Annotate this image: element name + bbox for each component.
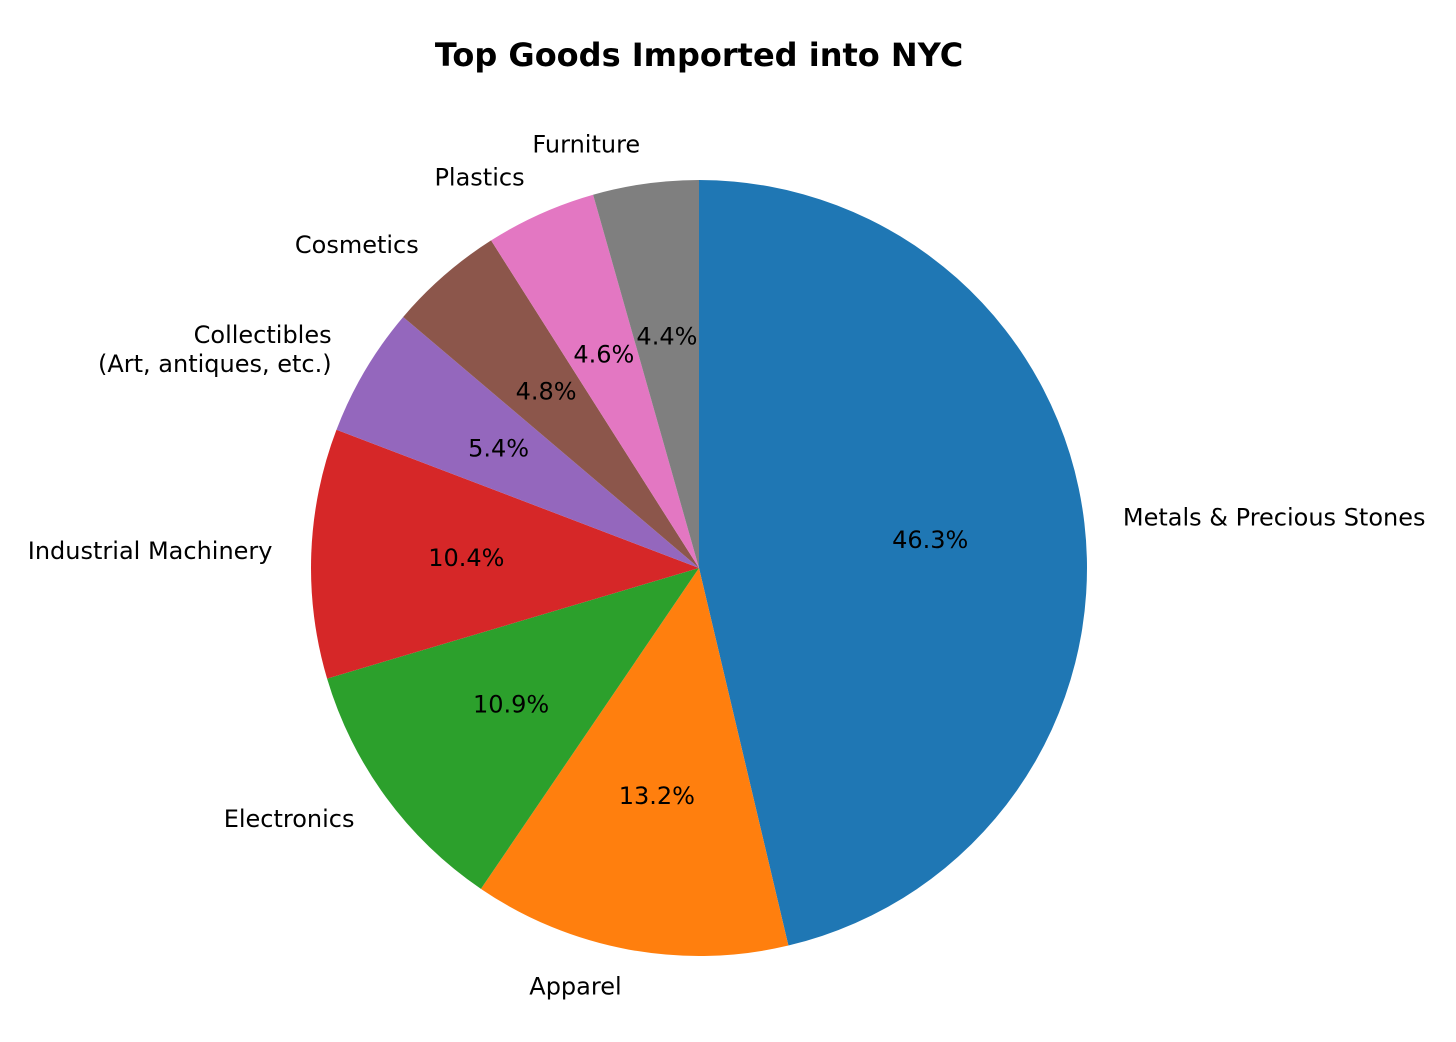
value-label: 10.9% (473, 690, 549, 718)
slice-label: Collectibles (Art, antiques, etc.) (98, 321, 332, 378)
value-label: 4.8% (516, 377, 577, 405)
value-label: 46.3% (892, 526, 968, 554)
slice-label: Electronics (224, 805, 355, 833)
chart-title: Top Goods Imported into NYC (435, 36, 963, 74)
slice-label: Cosmetics (295, 231, 419, 259)
pie-slice (311, 429, 699, 679)
slice-label: Industrial Machinery (28, 537, 273, 565)
pie-slice (336, 316, 699, 568)
value-label: 4.4% (636, 322, 697, 350)
slice-label: Furniture (532, 130, 640, 158)
value-label: 5.4% (468, 434, 529, 462)
slice-label: Apparel (529, 973, 621, 1001)
pie-slice (593, 180, 699, 568)
pie-slice (327, 568, 699, 889)
pie-slice (491, 194, 699, 568)
value-label: 4.6% (573, 341, 634, 369)
pie-slice (403, 240, 699, 569)
slice-label: Plastics (434, 163, 524, 191)
pie-slice (699, 180, 1087, 946)
value-label: 13.2% (619, 782, 695, 810)
value-label: 10.4% (428, 544, 504, 572)
slice-label: Metals & Precious Stones (1123, 504, 1426, 532)
pie-slice (480, 568, 789, 956)
